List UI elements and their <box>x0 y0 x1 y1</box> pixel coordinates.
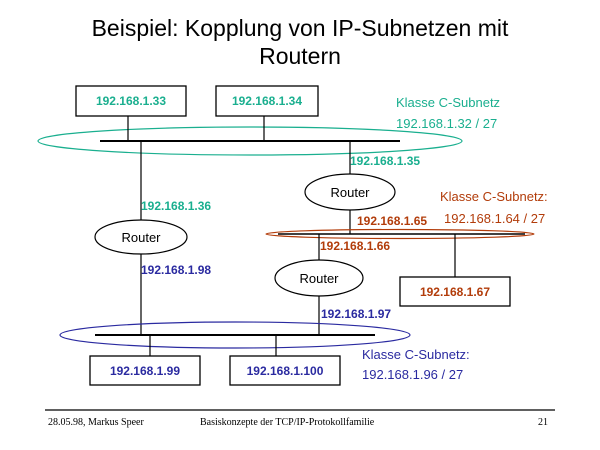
host-192-168-1-99[interactable]: 192.168.1.99 <box>89 355 201 386</box>
subnet-bottom-ellipse <box>59 321 411 349</box>
slide-title-line2: Routern <box>259 43 341 69</box>
iface-192-168-1-36: 192.168.1.36 <box>141 199 211 213</box>
subnet-middle-ellipse <box>265 228 535 240</box>
subnet-top-label: Klasse C-Subnetz <box>396 95 500 110</box>
router-left[interactable]: Router <box>94 219 188 255</box>
subnet-middle-label: Klasse C-Subnetz: <box>440 189 548 204</box>
iface-192-168-1-66: 192.168.1.66 <box>320 239 390 253</box>
host-192-168-1-67[interactable]: 192.168.1.67 <box>399 276 511 307</box>
iface-192-168-1-35: 192.168.1.35 <box>350 154 420 168</box>
iface-192-168-1-98: 192.168.1.98 <box>141 263 211 277</box>
footer-date-author: 28.05.98, Markus Speer <box>48 417 144 428</box>
footer-page-number: 21 <box>538 417 548 428</box>
subnet-bottom <box>59 321 411 349</box>
subnet-top <box>37 126 463 156</box>
host-label: 192.168.1.100 <box>247 364 324 378</box>
subnet-middle-addr: 192.168.1.64 / 27 <box>444 211 545 226</box>
host-label: 192.168.1.33 <box>96 94 166 108</box>
subnet-middle <box>265 228 535 240</box>
subnet-bottom-addr: 192.168.1.96 / 27 <box>362 367 463 382</box>
host-192-168-1-34[interactable]: 192.168.1.34 <box>215 85 319 117</box>
router-lower-label: Router <box>299 271 339 286</box>
host-192-168-1-33[interactable]: 192.168.1.33 <box>75 85 187 117</box>
subnet-top-addr: 192.168.1.32 / 27 <box>396 116 497 131</box>
router-upper-right[interactable]: Router <box>304 173 396 211</box>
host-label: 192.168.1.67 <box>420 285 490 299</box>
iface-192-168-1-97: 192.168.1.97 <box>321 307 391 321</box>
host-label: 192.168.1.99 <box>110 364 180 378</box>
subnet-top-ellipse <box>37 126 463 156</box>
footer-course: Basiskonzepte der TCP/IP-Protokollfamili… <box>200 417 375 428</box>
subnet-bottom-label: Klasse C-Subnetz: <box>362 347 470 362</box>
host-192-168-1-100[interactable]: 192.168.1.100 <box>229 355 341 386</box>
router-lower[interactable]: Router <box>274 259 364 297</box>
router-left-label: Router <box>121 230 161 245</box>
slide-title: Beispiel: Kopplung von IP-Subnetzen mit … <box>0 14 600 70</box>
slide-title-line1: Beispiel: Kopplung von IP-Subnetzen mit <box>91 15 509 41</box>
host-label: 192.168.1.34 <box>232 94 302 108</box>
router-upper-right-label: Router <box>330 185 370 200</box>
iface-192-168-1-65: 192.168.1.65 <box>357 214 427 228</box>
